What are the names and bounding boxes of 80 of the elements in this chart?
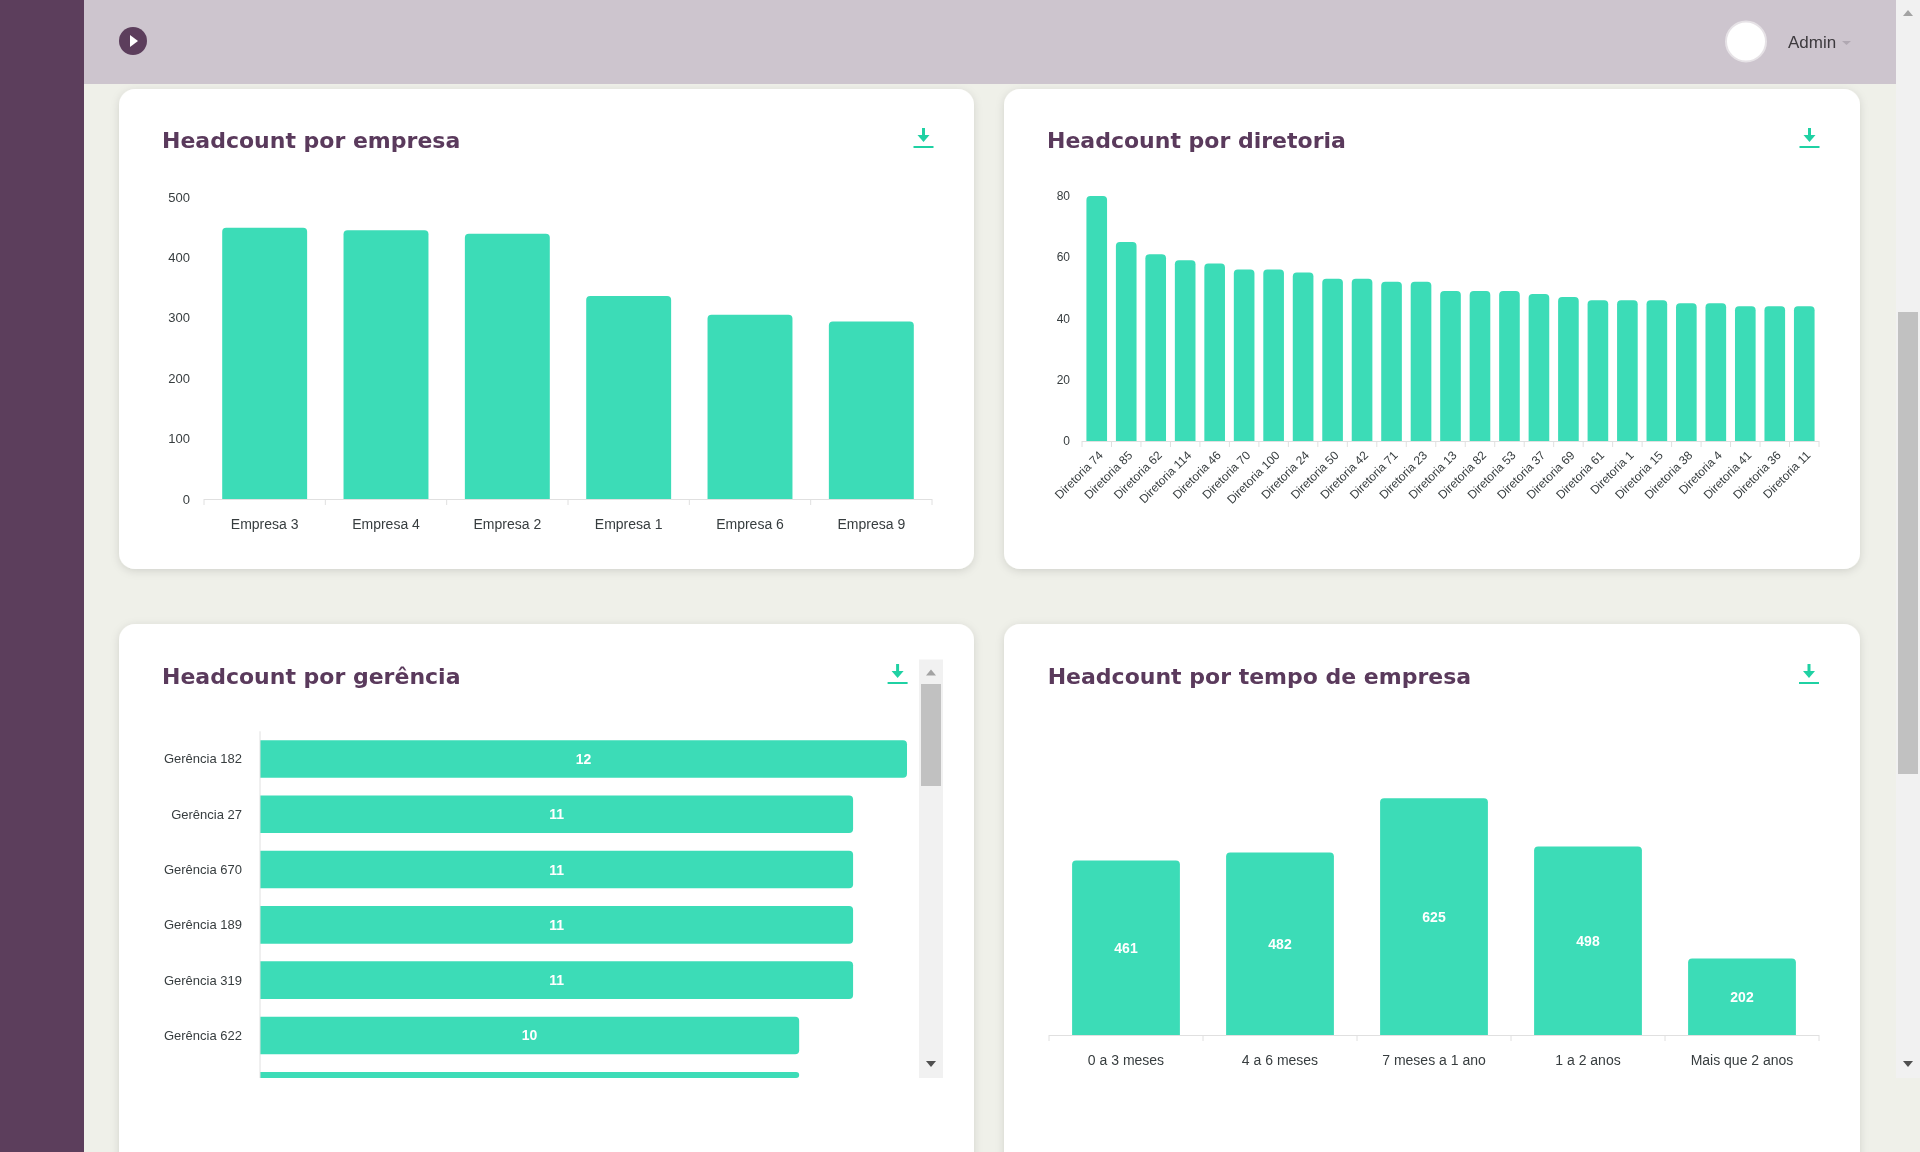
bar xyxy=(1072,860,1180,1035)
x-tick-label: Empresa 1 xyxy=(594,515,663,532)
chart-title: Headcount por empresa xyxy=(162,127,461,153)
bar xyxy=(828,321,914,499)
bar xyxy=(1233,269,1255,441)
bar xyxy=(1204,263,1225,441)
bar xyxy=(1410,281,1432,441)
x-tick-label: Empresa 2 xyxy=(473,515,542,532)
data-label: 10 xyxy=(521,1027,538,1044)
y-tick-label: 0 xyxy=(182,491,190,507)
y-tick-label: 60 xyxy=(1056,250,1071,265)
y-tick-label: 400 xyxy=(168,249,190,265)
bar xyxy=(1534,846,1642,1035)
bar xyxy=(1528,294,1550,441)
x-tick-label: Empresa 9 xyxy=(837,515,906,532)
bar xyxy=(1764,306,1786,441)
bar xyxy=(1351,278,1373,441)
chart-title: Headcount por diretoria xyxy=(1047,127,1346,153)
bar xyxy=(1469,290,1491,441)
y-tick-label: 300 xyxy=(168,310,190,326)
data-label: 461 xyxy=(1114,939,1138,956)
y-tick-label: Gerência 182 xyxy=(163,751,242,767)
bar xyxy=(1688,958,1796,1035)
y-tick-label: Gerência 670 xyxy=(163,862,242,878)
x-tick-label: 4 a 6 meses xyxy=(1241,1051,1319,1068)
bar xyxy=(1676,303,1697,441)
y-tick-label: Gerência 622 xyxy=(163,1027,242,1043)
bar xyxy=(586,296,672,499)
bar xyxy=(343,230,429,499)
data-label: 625 xyxy=(1422,908,1446,925)
data-label: 11 xyxy=(549,916,565,933)
x-tick-label: Empresa 4 xyxy=(352,515,421,532)
y-tick-label: 80 xyxy=(1056,189,1071,203)
y-tick-label: 100 xyxy=(168,431,190,447)
bar xyxy=(1499,290,1520,441)
data-label: 11 xyxy=(549,861,565,878)
bar xyxy=(1440,290,1461,441)
bar xyxy=(707,314,793,499)
bar xyxy=(222,227,308,499)
x-tick-label: Empresa 3 xyxy=(230,515,299,532)
bar xyxy=(1380,798,1488,1035)
bar xyxy=(1174,260,1196,441)
bar xyxy=(1226,852,1334,1035)
data-label: 202 xyxy=(1730,988,1754,1005)
bar xyxy=(1381,281,1402,441)
bar xyxy=(1587,300,1609,441)
bar xyxy=(1086,196,1108,441)
x-tick-label: 7 meses a 1 ano xyxy=(1382,1051,1486,1068)
x-tick-label: Empresa 6 xyxy=(716,515,785,532)
data-label: 11 xyxy=(549,806,565,823)
bar xyxy=(1263,269,1284,441)
data-label: 11 xyxy=(549,972,565,989)
y-tick-label: 20 xyxy=(1056,372,1071,387)
y-tick-label: Gerência 319 xyxy=(163,972,242,988)
x-tick-label: Mais que 2 anos xyxy=(1690,1051,1794,1068)
bar xyxy=(1558,297,1579,441)
chart-title: Headcount por tempo de empresa xyxy=(1047,663,1472,689)
x-tick-label: 1 a 2 anos xyxy=(1555,1051,1621,1068)
bar xyxy=(1793,306,1815,441)
chart-title: Headcount por gerência xyxy=(162,663,461,689)
data-label: 12 xyxy=(575,750,592,767)
bar xyxy=(1322,278,1343,441)
bar xyxy=(1646,300,1668,441)
bar xyxy=(1292,272,1314,441)
bar xyxy=(1145,254,1167,441)
bar xyxy=(1734,306,1756,441)
x-tick-label: 0 a 3 meses xyxy=(1087,1051,1165,1068)
bar xyxy=(1115,241,1137,441)
y-tick-label: 0 xyxy=(1063,434,1071,448)
data-label: 498 xyxy=(1576,932,1600,949)
data-label: 482 xyxy=(1268,935,1292,952)
text: Admin xyxy=(1788,32,1837,52)
bar xyxy=(464,233,550,499)
y-tick-label: 40 xyxy=(1056,311,1071,326)
bar xyxy=(1617,300,1638,441)
y-tick-label: Gerência 189 xyxy=(163,917,242,933)
y-tick-label: 200 xyxy=(168,370,190,386)
y-tick-label: Gerência 27 xyxy=(171,806,242,822)
bar xyxy=(1705,303,1727,441)
y-tick-label: 500 xyxy=(168,189,190,205)
